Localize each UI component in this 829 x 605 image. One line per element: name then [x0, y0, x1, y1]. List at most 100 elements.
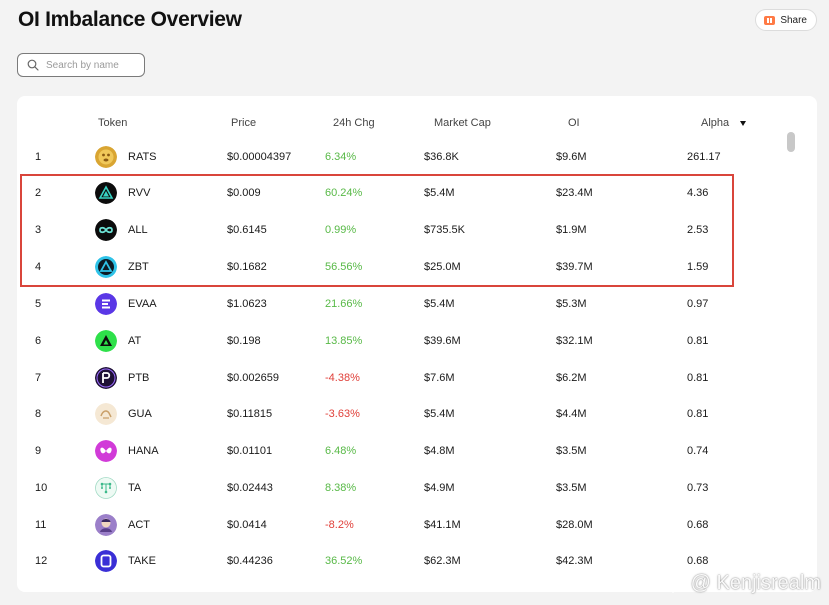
- share-icon: [764, 15, 776, 25]
- row-price: $0.009: [227, 187, 261, 199]
- row-market-cap: $5.4M: [424, 187, 455, 199]
- row-market-cap: $4.8M: [424, 445, 455, 457]
- search-box[interactable]: [17, 53, 145, 77]
- take-square-icon: [95, 550, 117, 572]
- table-row[interactable]: 12 TAKE $0.44236 36.52% $62.3M $42.3M 0.68: [17, 543, 787, 579]
- row-rank: 1: [35, 151, 42, 163]
- row-alpha: 0.81: [687, 335, 709, 347]
- row-token[interactable]: RVV: [128, 187, 151, 199]
- row-price: $0.6145: [227, 224, 267, 236]
- row-market-cap: $5.4M: [424, 408, 455, 420]
- scrollbar-thumb[interactable]: [787, 132, 795, 152]
- row-market-cap: $735.5K: [424, 224, 465, 236]
- table-row[interactable]: 1 RATS $0.00004397 6.34% $36.8K $9.6M 261.17: [17, 139, 787, 175]
- row-rank: 2: [35, 187, 42, 199]
- gua-logo-icon: [95, 403, 117, 425]
- row-alpha: 261.17: [687, 151, 721, 163]
- row-token[interactable]: GUA: [128, 408, 152, 420]
- table-row[interactable]: 5 EVAA $1.0623 21.66% $5.4M $5.3M 0.97: [17, 286, 787, 322]
- search-input[interactable]: [46, 59, 136, 71]
- row-rank: 7: [35, 372, 42, 384]
- row-24h-change: -3.63%: [325, 408, 360, 420]
- row-oi: $3.5M: [556, 482, 587, 494]
- table-row[interactable]: 10 TA $0.02443 8.38% $4.9M $3.5M 0.73: [17, 470, 787, 506]
- table-row[interactable]: 8 GUA $0.11815 -3.63% $5.4M $4.4M 0.81: [17, 396, 787, 432]
- row-market-cap: $5.4M: [424, 298, 455, 310]
- row-24h-change: 0.99%: [325, 224, 357, 236]
- table-row[interactable]: 4 ZBT $0.1682 56.56% $25.0M $39.7M 1.59: [17, 249, 787, 285]
- row-price: $0.11815: [227, 408, 273, 420]
- row-24h-change: 21.66%: [325, 298, 363, 310]
- row-24h-change: -4.38%: [325, 372, 360, 384]
- share-button[interactable]: Share: [755, 9, 817, 31]
- column-header-oi[interactable]: OI: [568, 117, 580, 129]
- at-triangle-icon: [95, 330, 117, 352]
- row-token[interactable]: AT: [128, 335, 142, 347]
- column-header-price[interactable]: Price: [231, 117, 257, 129]
- watermark-text: @ Kenjisrealm: [690, 572, 821, 594]
- row-token[interactable]: ZBT: [128, 261, 149, 273]
- row-oi: $4.4M: [556, 408, 587, 420]
- row-rank: 12: [35, 555, 48, 567]
- row-market-cap: $39.6M: [424, 335, 461, 347]
- row-24h-change: 60.24%: [325, 187, 363, 199]
- table-row[interactable]: 3 ALL $0.6145 0.99% $735.5K $1.9M 2.53: [17, 212, 787, 248]
- table-row[interactable]: 9 HANA $0.01101 6.48% $4.8M $3.5M 0.74: [17, 433, 787, 469]
- hana-butterfly-icon: [95, 440, 117, 462]
- row-price: $0.0414: [227, 519, 267, 531]
- row-oi: $3.5M: [556, 445, 587, 457]
- row-rank: 11: [35, 519, 47, 531]
- row-token[interactable]: ACT: [128, 519, 150, 531]
- row-24h-change: 6.34%: [325, 151, 357, 163]
- scrollbar[interactable]: [784, 126, 798, 592]
- row-rank: 4: [35, 261, 42, 273]
- row-price: $0.44236: [227, 555, 273, 567]
- column-header-token[interactable]: Token: [98, 117, 128, 129]
- table-row[interactable]: 2 RVV $0.009 60.24% $5.4M $23.4M 4.36: [17, 175, 787, 211]
- watermark: @ Kenjisrealm: [660, 572, 821, 595]
- row-price: $0.198: [227, 335, 261, 347]
- row-token[interactable]: RATS: [128, 151, 157, 163]
- row-token[interactable]: ALL: [128, 224, 148, 236]
- row-24h-change: -8.2%: [325, 519, 354, 531]
- row-market-cap: $25.0M: [424, 261, 461, 273]
- row-price: $0.01101: [227, 445, 273, 457]
- table-row[interactable]: 6 AT $0.198 13.85% $39.6M $32.1M 0.81: [17, 323, 787, 359]
- row-oi: $28.0M: [556, 519, 593, 531]
- row-24h-change: 13.85%: [325, 335, 363, 347]
- row-alpha: 4.36: [687, 187, 709, 199]
- row-market-cap: $41.1M: [424, 519, 461, 531]
- share-label: Share: [780, 14, 807, 26]
- row-price: $0.1682: [227, 261, 267, 273]
- watermark-diamond-icon: [660, 574, 685, 593]
- row-price: $0.00004397: [227, 151, 292, 163]
- row-rank: 8: [35, 408, 42, 420]
- page-title: OI Imbalance Overview: [18, 8, 242, 31]
- row-rank: 3: [35, 224, 42, 236]
- row-oi: $6.2M: [556, 372, 587, 384]
- act-avatar-icon: [95, 514, 117, 536]
- rvv-triangle-icon: [95, 182, 117, 204]
- all-infinity-icon: [95, 219, 117, 241]
- row-alpha: 0.68: [687, 555, 709, 567]
- row-token[interactable]: TA: [128, 482, 142, 494]
- row-alpha: 0.81: [687, 372, 709, 384]
- row-oi: $39.7M: [556, 261, 593, 273]
- row-token[interactable]: EVAA: [128, 298, 157, 310]
- row-token[interactable]: HANA: [128, 445, 159, 457]
- row-token[interactable]: TAKE: [128, 555, 156, 567]
- row-rank: 6: [35, 335, 42, 347]
- column-header-alpha[interactable]: Alpha: [701, 117, 730, 129]
- table-row[interactable]: 7 PTB $0.002659 -4.38% $7.6M $6.2M 0.81: [17, 360, 787, 396]
- column-header-24h-change[interactable]: 24h Chg: [333, 117, 375, 129]
- row-market-cap: $62.3M: [424, 555, 461, 567]
- row-price: $0.002659: [227, 372, 279, 384]
- sort-desc-icon[interactable]: [740, 121, 746, 126]
- evaa-e-icon: [95, 293, 117, 315]
- column-header-market-cap[interactable]: Market Cap: [434, 117, 491, 129]
- row-alpha: 0.81: [687, 408, 709, 420]
- row-token[interactable]: PTB: [128, 372, 150, 384]
- ptb-p-icon: [95, 367, 117, 389]
- table-row[interactable]: 11 ACT $0.0414 -8.2% $41.1M $28.0M 0.68: [17, 507, 787, 543]
- row-oi: $42.3M: [556, 555, 593, 567]
